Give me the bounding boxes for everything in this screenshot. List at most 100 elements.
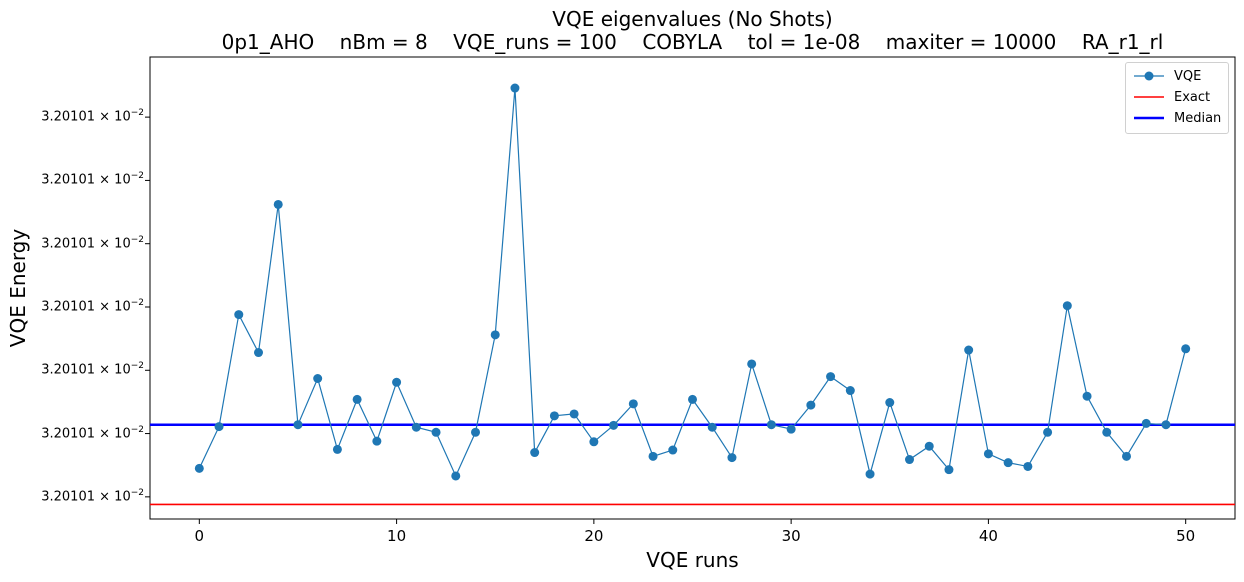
- vqe-data-point: [352, 394, 362, 404]
- legend-item-median: Median: [1132, 109, 1221, 127]
- vqe-data-point: [431, 427, 441, 437]
- vqe-data-point: [234, 310, 244, 320]
- vqe-data-point: [668, 445, 678, 455]
- vqe-data-point: [549, 411, 559, 421]
- vqe-data-point: [569, 409, 579, 419]
- y-tick-mantissa: 3.20101: [41, 362, 95, 378]
- vqe-data-point: [471, 427, 480, 437]
- vqe-series: [194, 83, 1191, 481]
- legend: VQE Exact Median: [1125, 62, 1229, 134]
- vqe-data-point: [905, 455, 914, 465]
- y-tick-base: 10: [114, 425, 131, 441]
- y-tick-label: 3.20101 × 10−2: [8, 488, 144, 504]
- vqe-data-point: [451, 471, 461, 481]
- legend-swatch: [1134, 71, 1164, 81]
- y-tick-mantissa: 3.20101: [41, 109, 95, 125]
- y-tick-times: ×: [95, 362, 115, 378]
- vqe-data-point: [372, 436, 382, 446]
- vqe-data-point: [1161, 420, 1171, 430]
- y-tick-exponent: −2: [130, 361, 144, 372]
- legend-label: Exact: [1174, 89, 1211, 105]
- legend-item-exact: Exact: [1132, 88, 1210, 106]
- y-tick-times: ×: [95, 489, 115, 505]
- vqe-data-point: [1141, 418, 1151, 428]
- legend-label: Median: [1174, 110, 1222, 126]
- x-tick-label: 40: [978, 527, 998, 545]
- vqe-data-point: [688, 394, 697, 404]
- y-axis-label: VQE Energy: [6, 228, 30, 348]
- y-tick-base: 10: [114, 236, 131, 252]
- vqe-data-point: [510, 83, 520, 93]
- vqe-data-point: [1181, 344, 1191, 354]
- y-tick-exponent: −2: [130, 424, 144, 435]
- plot-area: [149, 56, 1236, 520]
- y-tick-mantissa: 3.20101: [41, 299, 95, 315]
- vqe-data-point: [628, 399, 638, 409]
- vqe-data-point: [1023, 461, 1033, 471]
- vqe-data-point: [747, 359, 757, 369]
- vqe-data-point: [1122, 451, 1131, 461]
- y-tick-label: 3.20101 × 10−2: [8, 425, 144, 441]
- y-tick-label: 3.20101 × 10−2: [8, 361, 144, 377]
- y-tick-mantissa: 3.20101: [41, 172, 95, 188]
- vqe-data-point: [786, 424, 796, 434]
- legend-swatch: [1134, 116, 1164, 120]
- vqe-data-point: [392, 377, 402, 387]
- y-tick-times: ×: [95, 172, 115, 188]
- vqe-data-point: [1102, 427, 1112, 437]
- x-axis-ticks: [198, 519, 1187, 524]
- y-axis-ticks: [145, 116, 150, 498]
- vqe-data-point: [1003, 458, 1013, 468]
- vqe-data-point: [254, 348, 263, 358]
- vqe-data-point: [1062, 301, 1072, 311]
- y-tick-base: 10: [114, 299, 131, 315]
- legend-item-vqe: VQE: [1132, 67, 1201, 85]
- y-tick-times: ×: [95, 425, 115, 441]
- y-tick-exponent: −2: [130, 108, 144, 119]
- y-tick-mantissa: 3.20101: [41, 489, 95, 505]
- vqe-data-point: [214, 422, 224, 432]
- vqe-data-point: [1082, 391, 1092, 401]
- vqe-data-point: [707, 422, 717, 432]
- y-tick-exponent: −2: [130, 234, 144, 245]
- vqe-data-point: [865, 469, 875, 479]
- vqe-data-point: [589, 437, 599, 447]
- x-tick-label: 0: [194, 527, 205, 545]
- vqe-data-point: [924, 441, 934, 451]
- vqe-data-point: [293, 420, 303, 430]
- vqe-data-point: [490, 330, 500, 340]
- x-tick-label: 20: [584, 527, 604, 545]
- y-tick-exponent: −2: [130, 171, 144, 182]
- y-tick-times: ×: [95, 299, 115, 315]
- legend-swatch: [1134, 96, 1164, 98]
- x-tick-label: 10: [387, 527, 407, 545]
- y-tick-exponent: −2: [130, 297, 144, 308]
- y-tick-label: 3.20101 × 10−2: [8, 298, 144, 314]
- y-tick-times: ×: [95, 236, 115, 252]
- vqe-data-point: [411, 422, 421, 432]
- vqe-data-point: [845, 386, 855, 396]
- vqe-data-point: [806, 400, 816, 410]
- x-tick-label: 30: [781, 527, 801, 545]
- y-tick-base: 10: [114, 362, 131, 378]
- y-tick-mantissa: 3.20101: [41, 236, 95, 252]
- y-tick-base: 10: [114, 109, 131, 125]
- y-tick-label: 3.20101 × 10−2: [8, 108, 144, 124]
- vqe-data-point: [273, 199, 283, 209]
- chart-title: VQE eigenvalues (No Shots): [552, 7, 833, 31]
- x-axis-label: VQE runs: [646, 548, 739, 572]
- vqe-data-point: [609, 420, 619, 430]
- y-tick-times: ×: [95, 109, 115, 125]
- vqe-data-point: [194, 463, 204, 473]
- vqe-data-point: [944, 465, 954, 475]
- vqe-data-point: [826, 372, 836, 382]
- vqe-data-point: [1043, 427, 1053, 437]
- vqe-data-point: [885, 398, 895, 408]
- chart-subtitle: 0p1_AHO nBm = 8 VQE_runs = 100 COBYLA to…: [221, 30, 1164, 54]
- x-tick-label: 50: [1176, 527, 1196, 545]
- vqe-data-point: [766, 420, 776, 430]
- vqe-data-point: [648, 451, 658, 461]
- vqe-data-point: [983, 449, 993, 459]
- y-tick-mantissa: 3.20101: [41, 425, 95, 441]
